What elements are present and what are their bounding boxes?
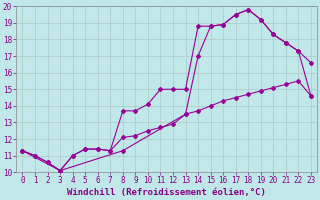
X-axis label: Windchill (Refroidissement éolien,°C): Windchill (Refroidissement éolien,°C) bbox=[67, 188, 266, 197]
